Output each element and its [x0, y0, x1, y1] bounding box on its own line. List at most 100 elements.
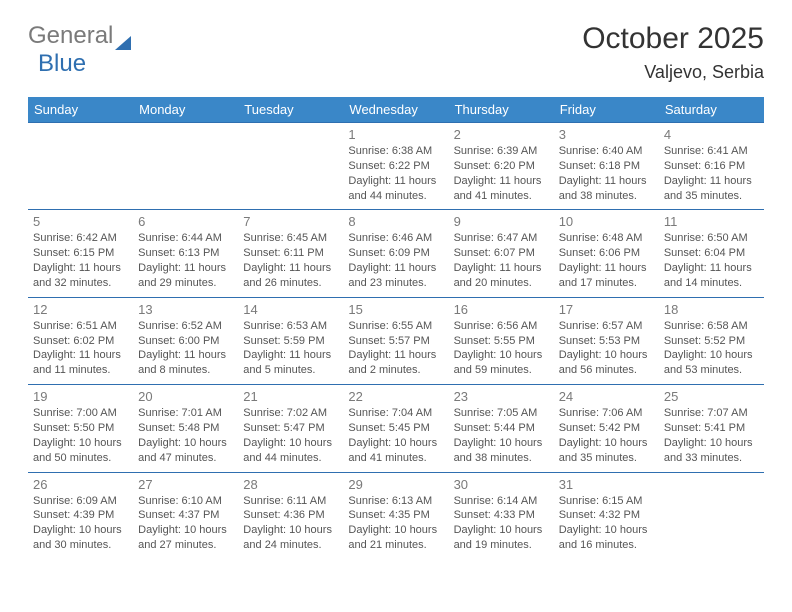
calendar-cell: 16 Sunrise: 6:56 AMSunset: 5:55 PMDayligh… — [449, 297, 554, 384]
day-number: 7 — [243, 214, 338, 229]
calendar-page: General Blue October 2025 Valjevo, Serbi… — [0, 0, 792, 569]
day-number: 5 — [33, 214, 128, 229]
day-header-thursday: Thursday — [449, 97, 554, 123]
calendar-cell: 30 Sunrise: 6:14 AMSunset: 4:33 PMDayligh… — [449, 472, 554, 559]
calendar-cell: 22Sunrise: 7:04 AMSunset: 5:45 PMDayligh… — [343, 385, 448, 472]
calendar-cell-empty — [238, 123, 343, 210]
calendar-cell: 3Sunrise: 6:40 AMSunset: 6:18 PMDaylight… — [554, 123, 659, 210]
calendar-cell-empty — [28, 123, 133, 210]
calendar-cell: 1 Sunrise: 6:38 AMSunset: 6:22 PMDaylight… — [343, 123, 448, 210]
day-info: Sunrise: 7:05 AMSunset: 5:44 PMDaylight:… — [454, 406, 549, 465]
calendar-week-row: 1 Sunrise: 6:38 AMSunset: 6:22 PMDaylight… — [28, 123, 764, 210]
day-info: Sunrise: 6:39 AMSunset: 6:20 PMDaylight:… — [454, 144, 549, 203]
day-number: 18 — [664, 302, 759, 317]
calendar-cell: 7 Sunrise: 6:45 AMSunset: 6:11 PMDaylight… — [238, 210, 343, 297]
calendar-cell-empty — [659, 472, 764, 559]
day-info: Sunrise: 6:53 AMSunset: 5:59 PMDaylight:… — [243, 319, 338, 378]
day-header-friday: Friday — [554, 97, 659, 123]
calendar-cell: 26Sunrise: 6:09 AMSunset: 4:39 PMDayligh… — [28, 472, 133, 559]
calendar-cell: 19Sunrise: 7:00 AMSunset: 5:50 PMDayligh… — [28, 385, 133, 472]
calendar-cell: 5 Sunrise: 6:42 AMSunset: 6:15 PMDaylight… — [28, 210, 133, 297]
day-number: 21 — [243, 389, 338, 404]
day-info: Sunrise: 6:42 AMSunset: 6:15 PMDaylight:… — [33, 231, 128, 290]
calendar-week-row: 26Sunrise: 6:09 AMSunset: 4:39 PMDayligh… — [28, 472, 764, 559]
calendar-cell: 23 Sunrise: 7:05 AMSunset: 5:44 PMDayligh… — [449, 385, 554, 472]
day-number: 2 — [454, 127, 549, 142]
day-number: 4 — [664, 127, 759, 142]
day-number: 28 — [243, 477, 338, 492]
day-info: Sunrise: 6:50 AMSunset: 6:04 PMDaylight:… — [664, 231, 759, 290]
day-number: 24 — [559, 389, 654, 404]
day-number: 3 — [559, 127, 654, 142]
calendar-cell: 27 Sunrise: 6:10 AMSunset: 4:37 PMDayligh… — [133, 472, 238, 559]
day-number: 12 — [33, 302, 128, 317]
logo: General Blue — [28, 22, 131, 78]
day-info: Sunrise: 6:51 AMSunset: 6:02 PMDaylight:… — [33, 319, 128, 378]
day-number: 23 — [454, 389, 549, 404]
calendar-cell: 4Sunrise: 6:41 AMSunset: 6:16 PMDaylight… — [659, 123, 764, 210]
day-number: 31 — [559, 477, 654, 492]
header: General Blue October 2025 Valjevo, Serbi… — [28, 22, 764, 83]
day-number: 20 — [138, 389, 233, 404]
calendar-cell: 21 Sunrise: 7:02 AMSunset: 5:47 PMDayligh… — [238, 385, 343, 472]
day-info: Sunrise: 7:06 AMSunset: 5:42 PMDaylight:… — [559, 406, 654, 465]
calendar-cell: 10Sunrise: 6:48 AMSunset: 6:06 PMDayligh… — [554, 210, 659, 297]
day-number: 27 — [138, 477, 233, 492]
day-info: Sunrise: 7:07 AMSunset: 5:41 PMDaylight:… — [664, 406, 759, 465]
day-info: Sunrise: 6:15 AMSunset: 4:32 PMDaylight:… — [559, 494, 654, 553]
day-number: 9 — [454, 214, 549, 229]
calendar-cell: 13Sunrise: 6:52 AMSunset: 6:00 PMDayligh… — [133, 297, 238, 384]
logo-triangle-icon — [115, 36, 131, 50]
day-number: 15 — [348, 302, 443, 317]
day-info: Sunrise: 7:02 AMSunset: 5:47 PMDaylight:… — [243, 406, 338, 465]
calendar-cell: 11 Sunrise: 6:50 AMSunset: 6:04 PMDayligh… — [659, 210, 764, 297]
day-number: 25 — [664, 389, 759, 404]
day-info: Sunrise: 6:47 AMSunset: 6:07 PMDaylight:… — [454, 231, 549, 290]
calendar-cell: 31 Sunrise: 6:15 AMSunset: 4:32 PMDayligh… — [554, 472, 659, 559]
day-number: 6 — [138, 214, 233, 229]
calendar-cell: 24 Sunrise: 7:06 AMSunset: 5:42 PMDayligh… — [554, 385, 659, 472]
calendar-cell: 29Sunrise: 6:13 AMSunset: 4:35 PMDayligh… — [343, 472, 448, 559]
day-number: 13 — [138, 302, 233, 317]
calendar-cell: 6Sunrise: 6:44 AMSunset: 6:13 PMDaylight… — [133, 210, 238, 297]
calendar-cell: 14 Sunrise: 6:53 AMSunset: 5:59 PMDayligh… — [238, 297, 343, 384]
day-info: Sunrise: 6:48 AMSunset: 6:06 PMDaylight:… — [559, 231, 654, 290]
day-header-tuesday: Tuesday — [238, 97, 343, 123]
day-number: 1 — [348, 127, 443, 142]
day-number: 22 — [348, 389, 443, 404]
day-number: 26 — [33, 477, 128, 492]
day-header-wednesday: Wednesday — [343, 97, 448, 123]
day-info: Sunrise: 6:57 AMSunset: 5:53 PMDaylight:… — [559, 319, 654, 378]
day-info: Sunrise: 7:01 AMSunset: 5:48 PMDaylight:… — [138, 406, 233, 465]
logo-text-general: General — [28, 22, 113, 50]
day-header-sunday: Sunday — [28, 97, 133, 123]
day-number: 29 — [348, 477, 443, 492]
day-number: 16 — [454, 302, 549, 317]
calendar-cell: 2 Sunrise: 6:39 AMSunset: 6:20 PMDaylight… — [449, 123, 554, 210]
day-number: 30 — [454, 477, 549, 492]
day-number: 17 — [559, 302, 654, 317]
calendar-cell: 8Sunrise: 6:46 AMSunset: 6:09 PMDaylight… — [343, 210, 448, 297]
day-info: Sunrise: 7:00 AMSunset: 5:50 PMDaylight:… — [33, 406, 128, 465]
day-info: Sunrise: 6:56 AMSunset: 5:55 PMDaylight:… — [454, 319, 549, 378]
calendar-cell: 9 Sunrise: 6:47 AMSunset: 6:07 PMDaylight… — [449, 210, 554, 297]
day-info: Sunrise: 6:45 AMSunset: 6:11 PMDaylight:… — [243, 231, 338, 290]
calendar-week-row: 12 Sunrise: 6:51 AMSunset: 6:02 PMDayligh… — [28, 297, 764, 384]
day-number: 11 — [664, 214, 759, 229]
day-info: Sunrise: 6:38 AMSunset: 6:22 PMDaylight:… — [348, 144, 443, 203]
calendar-cell: 28 Sunrise: 6:11 AMSunset: 4:36 PMDayligh… — [238, 472, 343, 559]
day-header-saturday: Saturday — [659, 97, 764, 123]
day-number: 14 — [243, 302, 338, 317]
calendar-week-row: 19Sunrise: 7:00 AMSunset: 5:50 PMDayligh… — [28, 385, 764, 472]
calendar-cell-empty — [133, 123, 238, 210]
calendar-cell: 20 Sunrise: 7:01 AMSunset: 5:48 PMDayligh… — [133, 385, 238, 472]
logo-text-blue: Blue — [28, 50, 86, 78]
calendar-body: 1 Sunrise: 6:38 AMSunset: 6:22 PMDaylight… — [28, 123, 764, 559]
day-info: Sunrise: 6:10 AMSunset: 4:37 PMDaylight:… — [138, 494, 233, 553]
day-header-monday: Monday — [133, 97, 238, 123]
day-info: Sunrise: 6:11 AMSunset: 4:36 PMDaylight:… — [243, 494, 338, 553]
page-title: October 2025 — [582, 22, 764, 56]
day-info: Sunrise: 6:14 AMSunset: 4:33 PMDaylight:… — [454, 494, 549, 553]
calendar-cell: 15Sunrise: 6:55 AMSunset: 5:57 PMDayligh… — [343, 297, 448, 384]
day-info: Sunrise: 6:58 AMSunset: 5:52 PMDaylight:… — [664, 319, 759, 378]
